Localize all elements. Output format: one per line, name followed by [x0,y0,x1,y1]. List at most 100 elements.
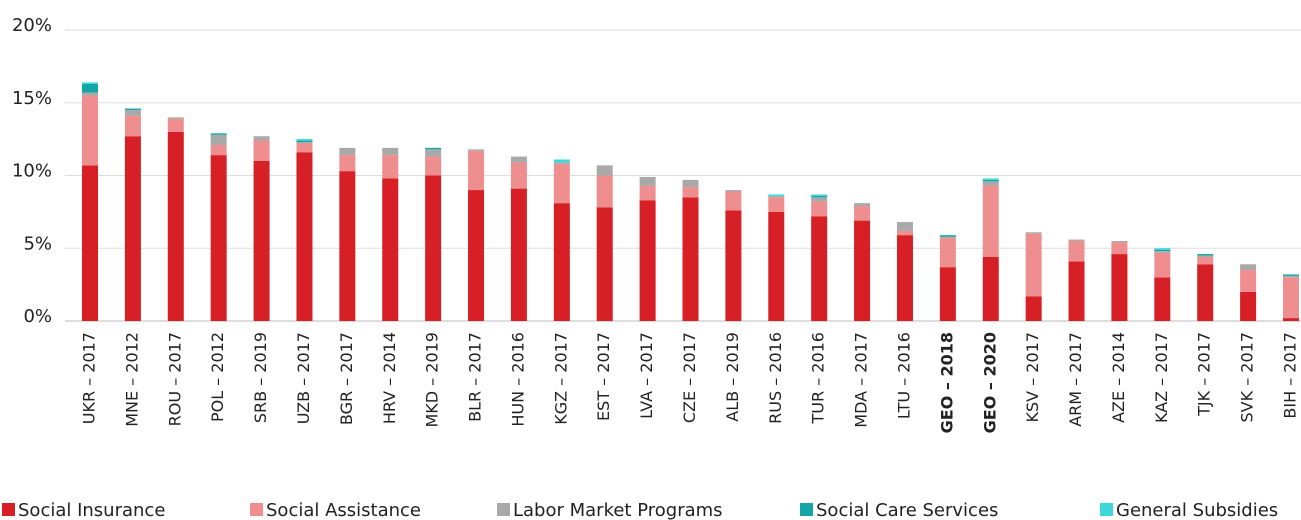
bar-segment [811,197,828,202]
x-tick-label: KSV – 2017 [1023,332,1042,422]
bar-segment [939,235,956,237]
x-tick-label: CZE – 2017 [680,332,699,423]
bar-segment [982,185,999,257]
x-tick-label: ROU – 2017 [165,332,184,426]
bar-segment [82,82,98,84]
x-tick-label: SVK – 2017 [1238,332,1257,422]
bar-segment [682,179,699,188]
bar-segment [1154,277,1171,321]
y-tick-label: 5% [23,233,52,254]
x-tick-label: BLR – 2017 [466,332,485,422]
x-tick-label: EST – 2017 [594,332,613,421]
bar-segment [296,140,313,143]
bar-segment [854,220,871,321]
bar-segment [596,165,613,176]
y-tick-label: 0% [23,306,52,327]
bar-segment [210,134,227,145]
bar-segment [82,83,98,93]
bar-segment [82,95,98,166]
bar-segment [296,143,313,153]
bar-segment [1025,296,1042,321]
bar-segment [82,92,98,96]
x-tick-label: BGR – 2017 [337,332,356,425]
bar-segment [382,178,399,321]
bar-segment [1025,232,1042,234]
bar-segment [1283,275,1299,278]
legend-label: Labor Market Programs [513,500,723,520]
bar-segment [768,211,785,321]
bar-segment [124,136,141,321]
bar-segment [124,115,141,137]
legend-swatch [800,503,813,516]
x-tick-label: LTU – 2016 [894,332,913,419]
x-tick-label: GEO – 2020 [980,332,999,433]
legend-swatch [497,503,510,516]
bar-segment [210,144,227,156]
x-tick-label: MKD – 2019 [423,332,442,428]
bar-segment [1154,249,1171,252]
legend-swatch [2,503,15,516]
bar-segment [468,149,485,151]
bar-segment [553,162,570,164]
bar-segment [553,159,570,163]
x-tick-label: KGZ – 2017 [551,332,570,425]
bar-segment [1068,240,1085,262]
x-tick-label: GEO – 2018 [937,332,956,433]
bar-segment [768,197,785,212]
bar-segment [468,150,485,191]
bar-segment [553,163,570,204]
bar-segment [253,136,270,141]
bar-segment [1283,274,1299,276]
x-tick-label: TJK – 2017 [1195,332,1214,417]
bar-segment [982,178,999,180]
bar-segment [939,238,956,268]
bar-segment [768,194,785,196]
bar-segment [1197,264,1214,321]
bar-segment [1197,255,1214,257]
bar-segment [1197,254,1214,256]
bar-segment [1283,277,1299,319]
bar-segment [339,155,356,172]
bar-segment [854,206,871,221]
bar-segment [1154,251,1171,253]
x-tick-label: ARM – 2017 [1066,332,1085,427]
bar-segment [682,197,699,321]
x-tick-label: LVA – 2017 [637,332,656,419]
bar-segment [510,162,527,189]
bar-segment [896,230,913,236]
bar-segment [1240,270,1257,292]
bar-segment [1111,254,1128,321]
bar-segment [210,155,227,321]
y-tick-label: 20% [12,15,52,36]
bar-segment [1154,252,1171,278]
bar-segment [854,203,871,207]
bar-segment [1283,318,1299,321]
bar-segment [896,235,913,321]
bar-segment [982,256,999,321]
legend-swatch [250,503,263,516]
bar-segment [425,156,442,176]
bar-segment [468,190,485,321]
x-tick-label: MNE – 2012 [122,332,141,427]
bar-segment [1154,248,1171,250]
bar-segment [982,179,999,182]
bar-segment [1197,256,1214,265]
legend-swatch [1100,503,1113,516]
legend-label: Social Assistance [266,500,421,520]
x-tick-label: KAZ – 2017 [1152,332,1171,423]
bar-segment [253,160,270,321]
x-tick-label: UZB – 2017 [294,332,313,424]
bar-segment [1111,240,1128,243]
bar-segment [553,203,570,321]
y-tick-label: 15% [12,88,52,109]
bar-segment [124,108,141,111]
bar-segment [725,190,742,192]
bar-segment [768,195,785,198]
x-tick-label: HRV – 2014 [380,332,399,424]
bar-segment [339,171,356,321]
bar-segment [382,155,399,179]
bar-segment [896,222,913,231]
bar-segment [1025,233,1042,297]
bar-segment [210,133,227,135]
